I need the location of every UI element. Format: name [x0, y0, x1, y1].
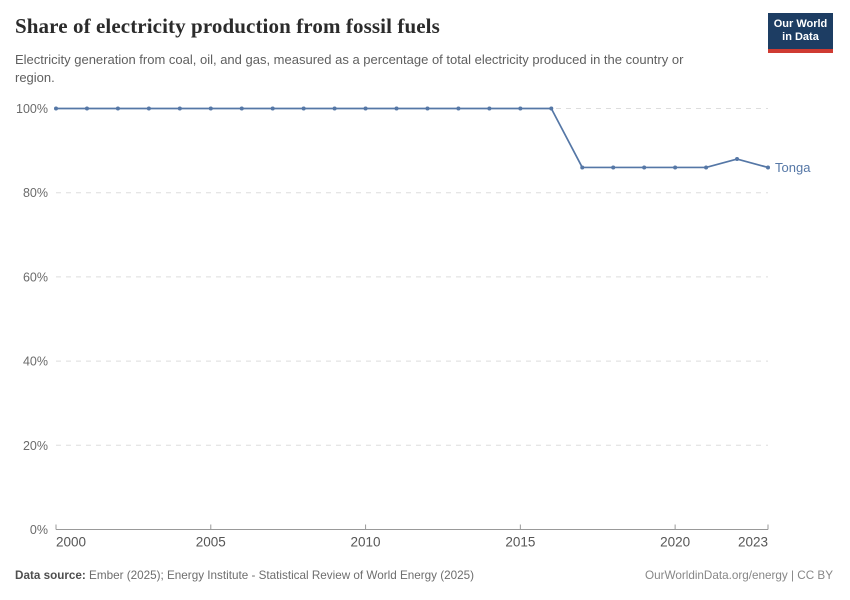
data-point[interactable]: [84, 106, 89, 111]
x-axis-tick-label: 2000: [56, 535, 86, 550]
data-point[interactable]: [766, 165, 770, 170]
y-axis-tick-label: 80%: [23, 186, 48, 200]
chart-subtitle: Electricity generation from coal, oil, a…: [15, 52, 684, 85]
x-axis-tick-label: 2020: [660, 535, 690, 550]
data-point[interactable]: [549, 106, 554, 111]
data-point[interactable]: [704, 165, 709, 170]
series-entity-label[interactable]: Tonga: [775, 160, 811, 175]
data-source-text: Ember (2025); Energy Institute - Statist…: [85, 569, 475, 582]
data-point[interactable]: [673, 165, 678, 170]
data-point[interactable]: [239, 106, 244, 111]
data-point[interactable]: [115, 106, 120, 111]
data-point[interactable]: [332, 106, 337, 111]
logo-line-1: Our World: [773, 18, 828, 30]
data-point[interactable]: [363, 106, 368, 111]
data-source-label: Data source:: [15, 569, 86, 582]
x-axis-tick-label: 2023: [738, 535, 768, 550]
data-source-note: Data source: Ember (2025); Energy Instit…: [15, 569, 474, 582]
data-point[interactable]: [580, 165, 585, 170]
data-point[interactable]: [456, 106, 461, 111]
y-axis-tick-label: 60%: [23, 270, 48, 284]
series-line[interactable]: [55, 107, 769, 169]
data-point[interactable]: [270, 106, 275, 111]
data-point[interactable]: [394, 106, 399, 111]
data-point[interactable]: [611, 165, 616, 170]
x-axis-tick-label: 2010: [351, 535, 381, 550]
data-point[interactable]: [487, 106, 492, 111]
data-point[interactable]: [146, 106, 151, 111]
data-point[interactable]: [54, 106, 58, 111]
y-axis-tick-label: 40%: [23, 355, 48, 369]
page-title: Share of electricity production from fos…: [15, 14, 440, 38]
logo-line-2: in Data: [782, 31, 819, 43]
data-point[interactable]: [177, 106, 182, 111]
y-axis-tick-label: 100%: [16, 102, 48, 116]
data-point[interactable]: [642, 165, 647, 170]
x-axis-tick-label: 2015: [505, 535, 535, 550]
data-point[interactable]: [301, 106, 306, 111]
y-axis-tick-label: 20%: [23, 439, 48, 453]
owid-logo: Our World in Data: [768, 13, 833, 53]
x-axis-tick-label: 2005: [196, 535, 226, 550]
data-point[interactable]: [735, 157, 740, 162]
data-point[interactable]: [518, 106, 523, 111]
data-point[interactable]: [208, 106, 213, 111]
y-axis-tick-label: 0%: [30, 523, 48, 537]
data-point[interactable]: [425, 106, 430, 111]
owid-url-license: OurWorldinData.org/energy | CC BY: [645, 569, 833, 582]
